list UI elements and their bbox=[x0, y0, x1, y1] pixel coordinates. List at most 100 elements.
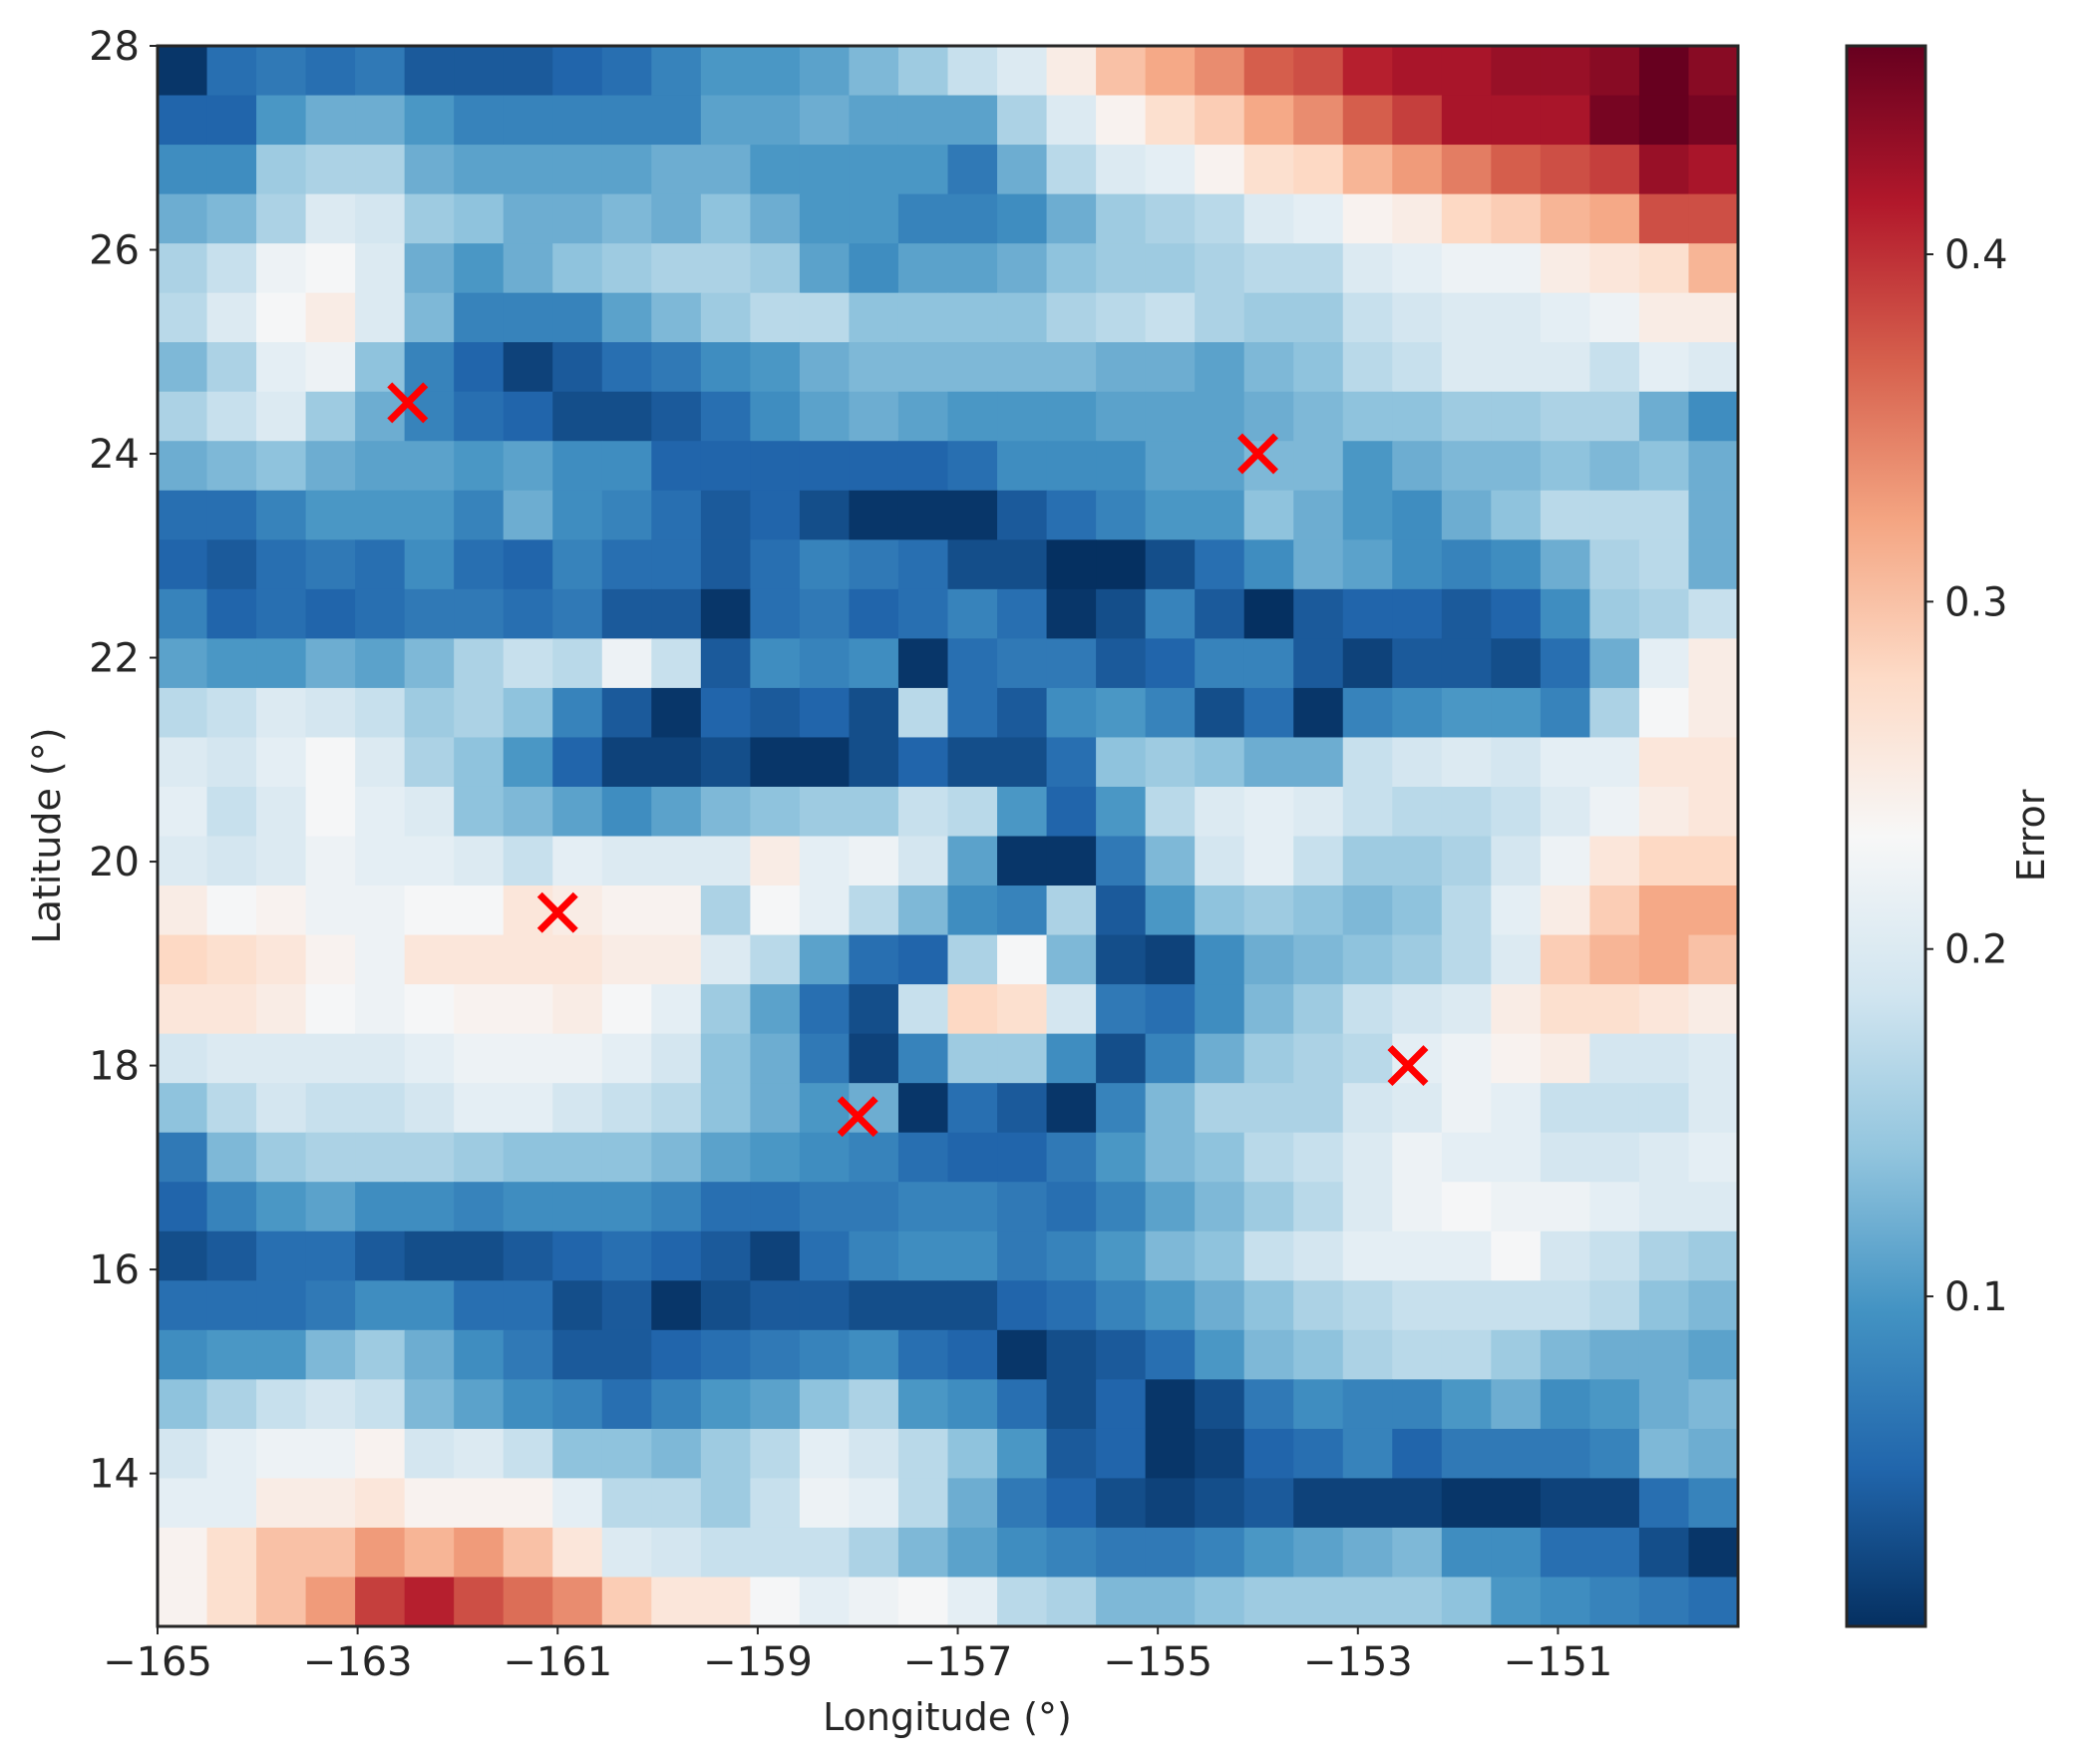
heatmap-cell bbox=[1441, 1527, 1492, 1579]
heatmap-cell bbox=[1441, 539, 1492, 590]
heatmap-cell bbox=[454, 193, 505, 244]
heatmap-cell bbox=[454, 1280, 505, 1331]
heatmap-cell bbox=[1195, 490, 1245, 540]
y-tick-label: 16 bbox=[89, 1247, 140, 1293]
heatmap-cell bbox=[1392, 836, 1443, 886]
heatmap-cell bbox=[1293, 193, 1344, 244]
heatmap-cell bbox=[305, 95, 356, 146]
heatmap-cell bbox=[1589, 1132, 1640, 1183]
heatmap-cell bbox=[503, 1329, 553, 1380]
heatmap-cell bbox=[601, 243, 652, 294]
heatmap-cell bbox=[997, 342, 1048, 393]
heatmap-cell bbox=[1688, 1478, 1739, 1529]
heatmap-cell bbox=[799, 1329, 851, 1380]
heatmap-cell bbox=[1491, 836, 1542, 886]
heatmap-cell bbox=[1243, 1428, 1294, 1480]
heatmap-cell bbox=[206, 1329, 257, 1380]
heatmap-cell bbox=[355, 1527, 406, 1579]
y-tick-label: 14 bbox=[89, 1452, 140, 1498]
heatmap-cell bbox=[454, 1527, 505, 1579]
heatmap-cell bbox=[947, 1527, 998, 1579]
heatmap-cell bbox=[1638, 46, 1690, 97]
heatmap-cell bbox=[1046, 490, 1097, 540]
heatmap-cell bbox=[355, 490, 406, 540]
heatmap-cell bbox=[897, 1527, 949, 1579]
heatmap-cell bbox=[651, 786, 702, 838]
heatmap-cell bbox=[1688, 342, 1739, 393]
heatmap-cell bbox=[1589, 1577, 1640, 1627]
heatmap-cell bbox=[1491, 46, 1542, 97]
heatmap-cell bbox=[1491, 1132, 1542, 1183]
heatmap-cell bbox=[601, 1132, 652, 1183]
heatmap-cell bbox=[1293, 1132, 1344, 1183]
heatmap-cell bbox=[206, 885, 257, 936]
heatmap-cell bbox=[256, 1083, 307, 1134]
heatmap-cell bbox=[947, 638, 998, 689]
heatmap-cell bbox=[552, 1280, 603, 1331]
heatmap-cell bbox=[1589, 836, 1640, 886]
heatmap-cell bbox=[1195, 145, 1245, 195]
heatmap-cell bbox=[799, 193, 851, 244]
heatmap-cell bbox=[1145, 1379, 1196, 1430]
heatmap-cell bbox=[206, 1527, 257, 1579]
heatmap-cell bbox=[206, 145, 257, 195]
heatmap-cell bbox=[1589, 588, 1640, 639]
colorbar-tick-label: 0.2 bbox=[1944, 927, 2008, 973]
heatmap-cell bbox=[305, 786, 356, 838]
heatmap-cell bbox=[1688, 1527, 1739, 1579]
heatmap-cell bbox=[355, 1083, 406, 1134]
heatmap-cell bbox=[1392, 95, 1443, 146]
heatmap-cell bbox=[1589, 441, 1640, 492]
heatmap-cell bbox=[997, 1033, 1048, 1084]
heatmap-cell bbox=[1145, 1428, 1196, 1480]
heatmap-cell bbox=[799, 95, 851, 146]
heatmap-cell bbox=[1540, 1329, 1591, 1380]
heatmap-cell bbox=[404, 46, 455, 97]
heatmap-cell bbox=[997, 539, 1048, 590]
heatmap-cell bbox=[1638, 391, 1690, 442]
heatmap-cell bbox=[1491, 441, 1542, 492]
heatmap-cell bbox=[997, 1428, 1048, 1480]
heatmap-cell bbox=[651, 193, 702, 244]
heatmap-cell bbox=[601, 1577, 652, 1627]
heatmap-cell bbox=[1342, 1083, 1393, 1134]
heatmap-cell bbox=[1046, 984, 1097, 1035]
heatmap-cell bbox=[1392, 391, 1443, 442]
heatmap-cell bbox=[799, 885, 851, 936]
heatmap-cell bbox=[256, 539, 307, 590]
heatmap-cell bbox=[897, 1231, 949, 1281]
heatmap-cell bbox=[897, 786, 949, 838]
heatmap-cell bbox=[1096, 687, 1147, 739]
heatmap-cell bbox=[1688, 1182, 1739, 1233]
heatmap-cell bbox=[849, 391, 899, 442]
heatmap-cell bbox=[1638, 934, 1690, 985]
heatmap-cell bbox=[997, 95, 1048, 146]
heatmap-cell bbox=[454, 441, 505, 492]
heatmap-cell bbox=[1342, 342, 1393, 393]
heatmap-cell bbox=[1540, 1132, 1591, 1183]
heatmap-cell bbox=[750, 490, 801, 540]
heatmap-cell bbox=[1540, 588, 1591, 639]
heatmap-cell bbox=[601, 1527, 652, 1579]
heatmap-cell bbox=[1638, 1329, 1690, 1380]
heatmap-cell bbox=[1096, 934, 1147, 985]
heatmap-cell bbox=[1589, 934, 1640, 985]
heatmap-cell bbox=[1243, 391, 1294, 442]
heatmap-cell bbox=[1195, 737, 1245, 788]
heatmap-cell bbox=[1293, 95, 1344, 146]
heatmap-cell bbox=[947, 391, 998, 442]
heatmap-cell bbox=[1145, 441, 1196, 492]
heatmap-cell bbox=[1243, 885, 1294, 936]
heatmap-cell bbox=[1046, 1527, 1097, 1579]
heatmap-cell bbox=[700, 638, 751, 689]
heatmap-cell bbox=[897, 1329, 949, 1380]
heatmap-cell bbox=[1145, 1033, 1196, 1084]
heatmap-cell bbox=[404, 638, 455, 689]
heatmap-cell bbox=[1688, 1280, 1739, 1331]
heatmap-cell bbox=[454, 836, 505, 886]
heatmap-cell bbox=[1688, 1577, 1739, 1627]
heatmap-cell bbox=[1392, 145, 1443, 195]
heatmap-cell bbox=[1688, 441, 1739, 492]
heatmap-cell bbox=[404, 243, 455, 294]
heatmap-cell bbox=[404, 1379, 455, 1430]
